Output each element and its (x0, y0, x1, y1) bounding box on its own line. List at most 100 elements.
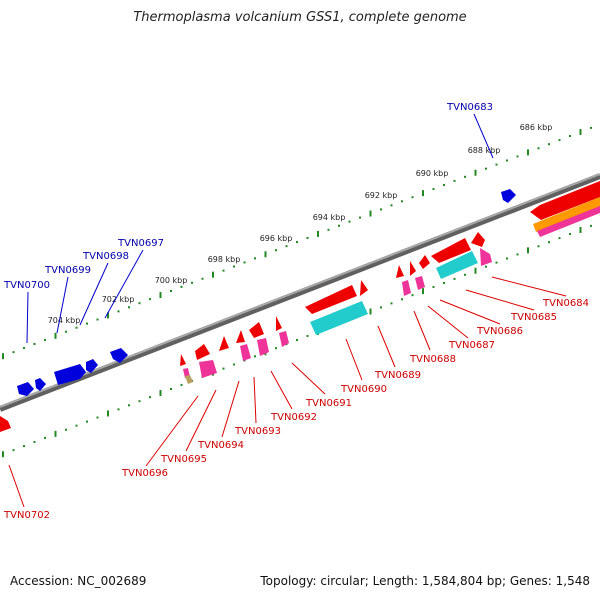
outer-ruler-tick (149, 298, 151, 301)
gene-label-tvn0702[interactable]: TVN0702 (3, 510, 50, 521)
inner-ruler-tick (411, 294, 414, 297)
gene-arrow-tvn0699[interactable] (54, 364, 86, 385)
outer-ruler-tick (369, 210, 372, 217)
gene-arrow-tvn0688a[interactable] (419, 255, 430, 269)
outer-ruler-tick (2, 353, 4, 360)
inner-ruler-tick (159, 390, 162, 397)
gene-label-tvn0688[interactable]: TVN0688 (409, 354, 456, 365)
outer-ruler-tick (464, 175, 466, 178)
inner-ruler-tick (390, 302, 393, 305)
gene-arrow-tvn0693[interactable] (236, 330, 245, 343)
outer-ruler-tick (569, 135, 571, 138)
ruler-label: 704 kbp (48, 316, 81, 325)
ruler-label: 698 kbp (208, 255, 241, 264)
leader-tvn0697 (104, 249, 144, 319)
inner-ruler-tick (128, 404, 130, 407)
gene-arrow-tvn0684[interactable] (530, 181, 600, 220)
cyan-feature-a (436, 251, 478, 279)
gene-label-tvn0683[interactable]: TVN0683 (446, 102, 493, 113)
gene-arrow-tvn0692[interactable] (249, 322, 264, 338)
gene-label-tvn0696[interactable]: TVN0696 (121, 468, 168, 479)
inner-ruler-tick (506, 257, 508, 260)
leader-tvn0694 (221, 380, 240, 438)
gene-label-tvn0686[interactable]: TVN0686 (476, 326, 523, 337)
magenta-feature-a (480, 248, 492, 266)
gene-label-tvn0699[interactable]: TVN0699 (44, 265, 91, 276)
gene-label-tvn0685[interactable]: TVN0685 (510, 312, 557, 323)
inner-ruler-tick (170, 387, 172, 390)
gene-arrow-tvn0700a[interactable] (35, 378, 46, 391)
magenta-feature-g (199, 360, 217, 378)
gene-arrow-tvn0697[interactable] (110, 348, 128, 363)
inner-ruler-tick (138, 400, 141, 403)
outer-ruler-tick (243, 261, 246, 264)
gene-label-tvn0684[interactable]: TVN0684 (542, 298, 589, 309)
inner-ruler-tick (590, 224, 592, 227)
outer-ruler-tick (506, 159, 508, 162)
outer-ruler-tick (558, 139, 561, 142)
gene-label-tvn0698[interactable]: TVN0698 (82, 251, 129, 262)
inner-ruler-tick (569, 233, 571, 236)
leader-tvn0686 (439, 299, 501, 325)
gene-label-tvn0695[interactable]: TVN0695 (160, 454, 207, 465)
tan-feature (185, 375, 193, 384)
inner-ruler-tick (180, 383, 183, 386)
magenta-feature-e (257, 338, 269, 356)
gene-arrow-tvn0690b[interactable] (305, 285, 357, 314)
gene-label-tvn0691[interactable]: TVN0691 (305, 398, 352, 409)
leader-tvn0683 (473, 113, 494, 159)
inner-ruler-tick (117, 408, 120, 411)
gene-label-leaders (8, 113, 567, 508)
outer-ruler-tick (180, 285, 183, 288)
gene-label-tvn0700[interactable]: TVN0700 (3, 280, 50, 291)
forward-strand-genes (17, 189, 516, 396)
map-title: Thermoplasma volcanium GSS1, complete ge… (133, 10, 467, 25)
gene-arrow-tvn0683[interactable] (501, 189, 516, 203)
gene-label-tvn0694[interactable]: TVN0694 (197, 440, 244, 451)
gene-label-tvn0693[interactable]: TVN0693 (234, 426, 281, 437)
inner-ruler-tick (443, 281, 445, 284)
inner-ruler-tick (432, 286, 435, 289)
reverse-strand-genes (0, 181, 600, 432)
gene-arrow-tvn0702[interactable] (0, 416, 11, 432)
gene-label-tvn0692[interactable]: TVN0692 (270, 412, 317, 423)
outer-ruler-tick (380, 208, 382, 211)
gene-arrow-tvn0687[interactable] (431, 238, 471, 263)
inner-ruler-tick (96, 416, 99, 419)
gene-arrow-tvn0694[interactable] (219, 336, 229, 351)
outer-ruler-tick (264, 251, 267, 258)
gene-label-tvn0697[interactable]: TVN0697 (117, 238, 164, 249)
outer-ruler-tick (117, 310, 120, 313)
inner-ruler-tick (516, 253, 519, 256)
gene-arrow-tvn0686[interactable] (471, 232, 485, 247)
magenta-feature-long (537, 206, 600, 237)
gene-label-tvn0687[interactable]: TVN0687 (448, 340, 495, 351)
outer-ruler-tick (65, 330, 67, 333)
inner-ruler-tick (2, 451, 4, 458)
outer-ruler-tick (443, 183, 445, 186)
inner-ruler-tick (107, 410, 109, 417)
inner-ruler-tick (485, 265, 487, 268)
outer-ruler-tick (96, 318, 99, 321)
gene-arrow-tvn0690a[interactable] (360, 280, 368, 296)
gene-arrow-tvn0698[interactable] (86, 359, 98, 373)
gene-arrow-tvn0689[interactable] (396, 265, 404, 278)
gene-arrow-tvn0695[interactable] (195, 344, 210, 360)
ruler-label: 690 kbp (416, 169, 449, 178)
gene-arrow-tvn0688b[interactable] (410, 261, 416, 276)
feature-bars (183, 197, 600, 384)
ruler-label: 700 kbp (155, 276, 188, 285)
inner-ruler-tick (558, 237, 561, 240)
outer-ruler-tick (401, 200, 403, 203)
outer-ruler-tick (170, 289, 172, 292)
gene-labels: TVN0683 TVN0697 TVN0698 TVN0699 TVN0700 TVN06… (3, 102, 589, 521)
gene-arrow-tvn0696[interactable] (180, 354, 186, 366)
gene-label-tvn0689[interactable]: TVN0689 (374, 370, 421, 381)
accession-text: Accession: NC_002689 (10, 574, 147, 588)
inner-ruler-tick (65, 428, 67, 431)
gene-arrow-tvn0691[interactable] (276, 316, 282, 331)
outer-ruler-tick (590, 126, 592, 129)
gene-label-tvn0690[interactable]: TVN0690 (340, 384, 387, 395)
gene-arrow-tvn0700b[interactable] (17, 382, 34, 396)
outer-ruler-track (2, 126, 592, 360)
